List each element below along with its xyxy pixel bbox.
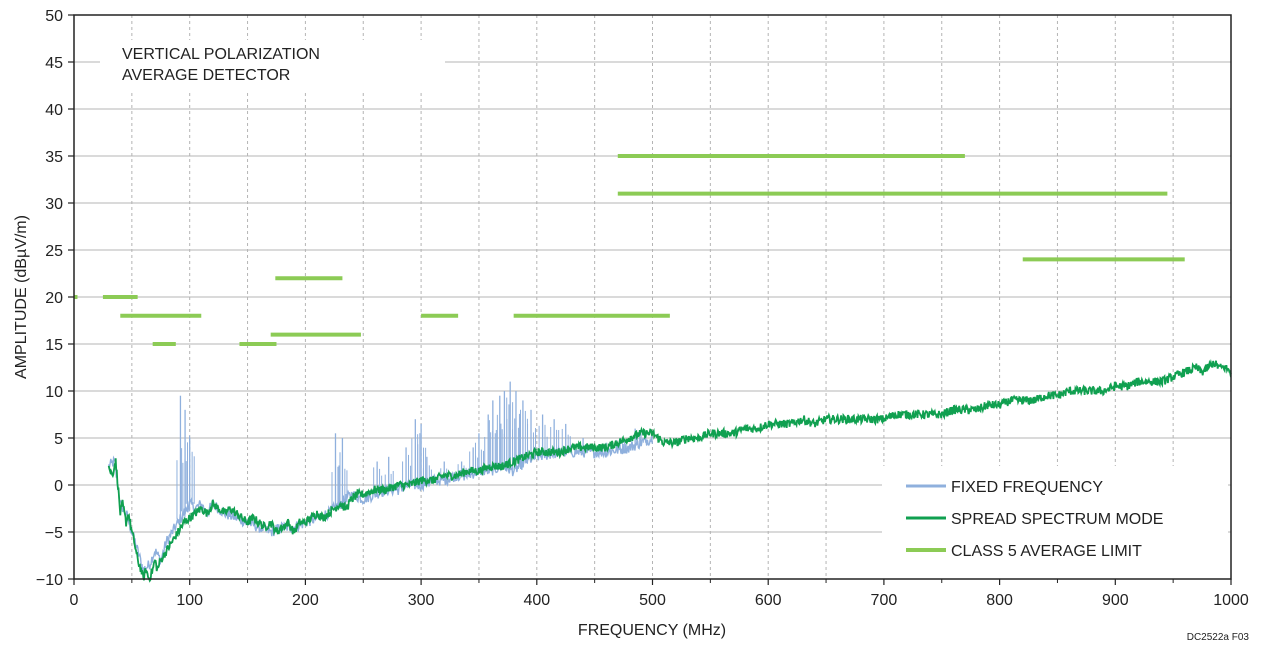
x-axis-title: FREQUENCY (MHz) xyxy=(578,622,726,639)
x-tick-label: 300 xyxy=(408,592,435,609)
legend-label-spread-spectrum: SPREAD SPECTRUM MODE xyxy=(951,511,1163,528)
x-tick-label: 0 xyxy=(70,592,79,609)
y-tick-label: 40 xyxy=(45,102,63,119)
x-tick-label: 900 xyxy=(1102,592,1129,609)
annotation-line-1: VERTICAL POLARIZATION xyxy=(122,46,320,63)
y-axis-title: AMPLITUDE (dBµV/m) xyxy=(13,215,30,379)
annotation-line-2: AVERAGE DETECTOR xyxy=(122,67,290,84)
y-tick-label: 10 xyxy=(45,384,63,401)
axis-ticks: 0 100 200 300 400 500 600 700 800 900 1000 −10 −5 0 5 1… xyxy=(36,8,1249,609)
x-tick-label: 600 xyxy=(755,592,782,609)
y-tick-label: −10 xyxy=(36,572,63,589)
limit-series xyxy=(74,154,1185,346)
legend-label-class-5-limit: CLASS 5 AVERAGE LIMIT xyxy=(951,543,1142,560)
spread-spectrum-series xyxy=(107,358,1232,583)
figure-code: DC2522a F03 xyxy=(1187,632,1250,643)
x-tick-label: 100 xyxy=(176,592,203,609)
legend-label-fixed-frequency: FIXED FREQUENCY xyxy=(951,479,1103,496)
x-tick-label: 800 xyxy=(986,592,1013,609)
y-tick-label: −5 xyxy=(45,525,63,542)
y-tick-label: 45 xyxy=(45,55,63,72)
spread-spectrum-line xyxy=(107,358,1232,583)
fixed-frequency-series xyxy=(108,381,653,573)
x-tick-label: 1000 xyxy=(1213,592,1249,609)
y-tick-label: 20 xyxy=(45,290,63,307)
y-tick-label: 5 xyxy=(54,431,63,448)
annotation-background xyxy=(100,40,445,92)
y-tick-label: 50 xyxy=(45,8,63,25)
x-tick-label: 400 xyxy=(523,592,550,609)
y-tick-label: 35 xyxy=(45,149,63,166)
x-tick-label: 500 xyxy=(639,592,666,609)
y-tick-label: 30 xyxy=(45,196,63,213)
y-tick-label: 0 xyxy=(54,478,63,495)
y-tick-label: 15 xyxy=(45,337,63,354)
y-tick-label: 25 xyxy=(45,243,63,260)
legend: FIXED FREQUENCY SPREAD SPECTRUM MODE CLA… xyxy=(882,466,1228,576)
legend-background xyxy=(882,466,1228,576)
x-tick-label: 700 xyxy=(871,592,898,609)
x-tick-label: 200 xyxy=(292,592,319,609)
